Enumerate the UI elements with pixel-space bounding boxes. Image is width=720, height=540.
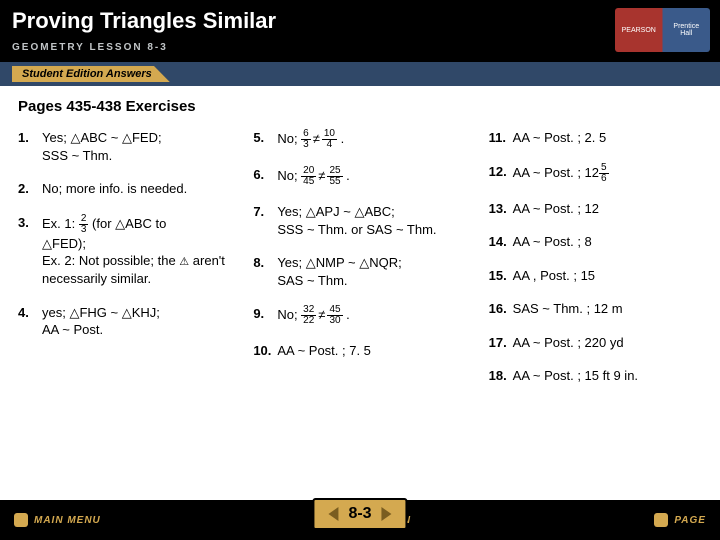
answer-text: AA ~ Post. ; 1256 [513, 163, 702, 184]
answer-num: 13. [489, 200, 513, 218]
triangle-icon [122, 305, 132, 320]
answer-8: 8. Yes; NMP ~ NQR; SAS ~ Thm. [253, 254, 466, 289]
answer-text: Ex. 1: 23 (for ABC to FED); Ex. 2: Not p… [42, 214, 231, 288]
answer-num: 5. [253, 129, 277, 150]
answer-2: 2. No; more info. is needed. [18, 180, 231, 198]
page-title: Proving Triangles Similar [12, 8, 708, 34]
column-1: 1. Yes; ABC ~ FED; SSS ~ Thm. 2. No; mor… [18, 129, 231, 401]
fraction: 2555 [327, 166, 342, 187]
triangle-icon [122, 130, 132, 145]
page-number: 8-3 [348, 505, 371, 523]
fraction: 104 [322, 129, 337, 150]
answer-text: AA , Post. ; 15 [513, 267, 702, 285]
triangle-icon [306, 255, 316, 270]
answer-text: AA ~ Post. ; 12 [513, 200, 702, 218]
page-button[interactable]: PAGE [654, 513, 706, 527]
answer-text: No; 3222≠4530 . [277, 305, 466, 326]
pearson-logo: PEARSON PrenticeHall [615, 8, 710, 52]
main-menu-button[interactable]: MAIN MENU [14, 513, 101, 527]
column-2: 5. No; 63≠104 . 6. No; 2045≠2555 . 7. Ye… [253, 129, 466, 401]
answer-5: 5. No; 63≠104 . [253, 129, 466, 150]
answer-num: 6. [253, 166, 277, 187]
answer-num: 9. [253, 305, 277, 326]
content-area: Pages 435-438 Exercises 1. Yes; ABC ~ FE… [0, 86, 720, 413]
triangle-icon [359, 255, 369, 270]
exercises-heading: Pages 435-438 Exercises [18, 98, 702, 115]
answer-15: 15.AA , Post. ; 15 [489, 267, 702, 285]
fraction: 3222 [301, 305, 316, 326]
logo-pearson: PEARSON [615, 8, 663, 52]
answer-text: No; 2045≠2555 . [277, 166, 466, 187]
answer-13: 13.AA ~ Post. ; 12 [489, 200, 702, 218]
page-icon [654, 513, 668, 527]
answer-6: 6. No; 2045≠2555 . [253, 166, 466, 187]
answer-num: 3. [18, 214, 42, 288]
answer-num: 12. [489, 163, 513, 184]
answer-num: 7. [253, 203, 277, 238]
answer-text: yes; FHG ~ KHJ; AA ~ Post. [42, 304, 231, 339]
answer-num: 1. [18, 129, 42, 164]
answer-num: 8. [253, 254, 277, 289]
answer-14: 14.AA ~ Post. ; 8 [489, 233, 702, 251]
answer-12: 12.AA ~ Post. ; 1256 [489, 163, 702, 184]
answer-10: 10. AA ~ Post. ; 7. 5 [253, 342, 466, 360]
warning-icon [179, 253, 189, 268]
answer-11: 11.AA ~ Post. ; 2. 5 [489, 129, 702, 147]
answer-text: AA ~ Post. ; 8 [513, 233, 702, 251]
student-edition-label: Student Edition Answers [12, 66, 170, 82]
answer-num: 16. [489, 300, 513, 318]
answer-text: Yes; APJ ~ ABC; SSS ~ Thm. or SAS ~ Thm. [277, 203, 466, 238]
answer-1: 1. Yes; ABC ~ FED; SSS ~ Thm. [18, 129, 231, 164]
fraction: 63 [301, 129, 311, 150]
answer-18: 18.AA ~ Post. ; 15 ft 9 in. [489, 367, 702, 385]
answer-16: 16.SAS ~ Thm. ; 12 m [489, 300, 702, 318]
answer-9: 9. No; 3222≠4530 . [253, 305, 466, 326]
triangle-icon [306, 204, 316, 219]
answer-num: 15. [489, 267, 513, 285]
answer-num: 4. [18, 304, 42, 339]
logo-prentice-hall: PrenticeHall [663, 8, 711, 52]
triangle-icon [115, 216, 125, 231]
menu-icon [14, 513, 28, 527]
triangle-icon [69, 305, 79, 320]
answer-text: Yes; ABC ~ FED; SSS ~ Thm. [42, 129, 231, 164]
answer-columns: 1. Yes; ABC ~ FED; SSS ~ Thm. 2. No; mor… [18, 129, 702, 401]
page-navigator: 8-3 [312, 498, 407, 530]
answer-4: 4. yes; FHG ~ KHJ; AA ~ Post. [18, 304, 231, 339]
answer-num: 2. [18, 180, 42, 198]
answer-text: AA ~ Post. ; 220 yd [513, 334, 702, 352]
header: Proving Triangles Similar GEOMETRY LESSO… [0, 0, 720, 62]
triangle-icon [70, 130, 80, 145]
answer-text: Yes; NMP ~ NQR; SAS ~ Thm. [277, 254, 466, 289]
answer-num: 14. [489, 233, 513, 251]
answer-17: 17.AA ~ Post. ; 220 yd [489, 334, 702, 352]
column-3: 11.AA ~ Post. ; 2. 5 12.AA ~ Post. ; 125… [489, 129, 702, 401]
fraction: 56 [599, 163, 609, 184]
fraction: 2045 [301, 166, 316, 187]
answer-num: 18. [489, 367, 513, 385]
answer-text: AA ~ Post. ; 2. 5 [513, 129, 702, 147]
answer-7: 7. Yes; APJ ~ ABC; SSS ~ Thm. or SAS ~ T… [253, 203, 466, 238]
fraction: 4530 [327, 305, 342, 326]
answer-text: No; more info. is needed. [42, 180, 231, 198]
student-edition-bar: Student Edition Answers [0, 62, 720, 86]
answer-num: 17. [489, 334, 513, 352]
answer-num: 10. [253, 342, 277, 360]
next-page-button[interactable] [382, 507, 392, 521]
answer-text: AA ~ Post. ; 7. 5 [277, 342, 466, 360]
triangle-icon [354, 204, 364, 219]
answer-3: 3. Ex. 1: 23 (for ABC to FED); Ex. 2: No… [18, 214, 231, 288]
prev-page-button[interactable] [328, 507, 338, 521]
triangle-icon [42, 236, 52, 251]
lesson-subtitle: GEOMETRY LESSON 8-3 [12, 42, 708, 53]
answer-text: SAS ~ Thm. ; 12 m [513, 300, 702, 318]
answer-text: AA ~ Post. ; 15 ft 9 in. [513, 367, 702, 385]
fraction: 23 [79, 214, 89, 235]
answer-text: No; 63≠104 . [277, 129, 466, 150]
answer-num: 11. [489, 129, 513, 147]
